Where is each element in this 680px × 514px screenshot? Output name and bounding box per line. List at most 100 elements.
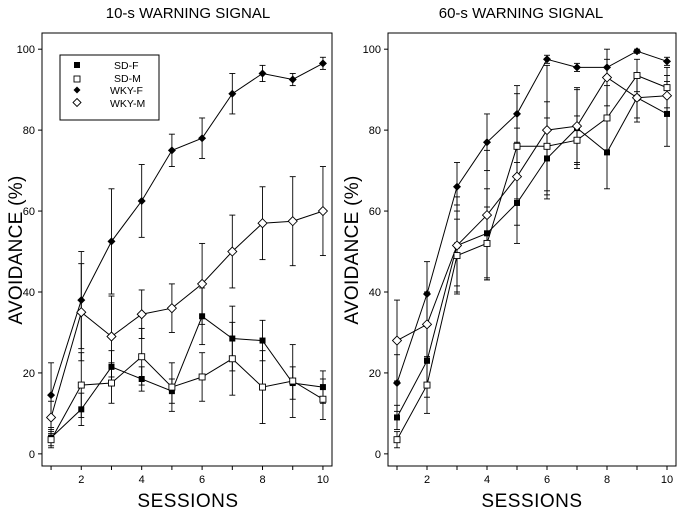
data-point-wky-f — [228, 89, 237, 98]
series-line-sd-m — [50, 356, 324, 440]
data-point-sd-f — [229, 335, 236, 342]
data-point-wky-m — [601, 72, 613, 83]
y-tick-label: 20 — [23, 368, 35, 380]
axis-ticks: 0 20 40 60 80 100 2 4 6 8 10 — [363, 44, 673, 486]
data-point-sd-f — [199, 313, 206, 320]
legend-label-sd-f: SD-F — [114, 60, 139, 72]
series-line-wky-f — [396, 50, 668, 384]
data-point-wky-f — [47, 391, 56, 400]
data-point-sd-m — [603, 114, 611, 122]
data-point-wky-f — [137, 196, 146, 205]
data-point-wky-f — [318, 59, 327, 68]
data-point-sd-m — [138, 353, 146, 361]
data-point-sd-f — [604, 149, 610, 156]
series-lines — [50, 62, 324, 440]
data-point-sd-m — [483, 239, 491, 247]
data-point-sd-m — [633, 72, 641, 79]
data-point-sd-f — [259, 337, 266, 344]
panel-10s: 10-s WARNING SIGNAL AVOIDANCE (%) SESSIO… — [6, 5, 333, 512]
data-point-wky-m — [257, 218, 268, 229]
data-point-wky-f — [513, 109, 521, 118]
x-tick-label: 4 — [139, 474, 145, 486]
y-tick-label: 20 — [369, 368, 381, 380]
data-point-sd-m — [663, 84, 671, 92]
data-point-sd-f — [78, 406, 85, 413]
data-point-sd-f — [484, 230, 490, 237]
data-point-wky-m — [571, 120, 583, 132]
data-point-wky-m — [511, 171, 523, 182]
data-point-sd-f — [138, 375, 145, 382]
x-tick-label: 8 — [604, 474, 610, 486]
x-tick-label: 10 — [317, 474, 329, 486]
data-point-sd-m — [453, 252, 461, 260]
x-axis-label: SESSIONS — [137, 491, 238, 512]
y-tick-label: 100 — [17, 44, 35, 56]
data-point-wky-m — [481, 209, 493, 221]
axis-ticks: 0 20 40 60 80 100 2 4 6 8 10 — [17, 44, 329, 486]
data-point-wky-f — [663, 57, 671, 66]
y-axis-label: AVOIDANCE (%) — [6, 175, 27, 324]
x-tick-label: 2 — [78, 474, 84, 486]
data-point-sd-f — [664, 110, 670, 117]
data-point-sd-m — [228, 355, 236, 363]
data-point-sd-f — [424, 357, 430, 364]
data-points — [45, 59, 329, 444]
legend-marker-wky-m — [72, 97, 82, 108]
series-line-sd-f — [396, 97, 668, 418]
legend-marker-sd-f — [74, 62, 80, 68]
data-point-wky-f — [573, 63, 581, 72]
data-point-wky-m — [287, 216, 298, 227]
data-point-sd-f — [544, 155, 550, 162]
data-point-sd-m — [513, 142, 521, 150]
data-point-wky-f — [393, 379, 401, 388]
data-point-sd-m — [259, 383, 266, 391]
data-point-wky-f — [198, 134, 207, 143]
data-point-sd-m — [289, 377, 297, 385]
data-point-sd-f — [168, 388, 175, 395]
data-points — [391, 47, 673, 444]
data-point-wky-f — [483, 138, 491, 147]
data-point-sd-m — [198, 373, 206, 381]
data-point-wky-f — [633, 47, 641, 56]
data-point-wky-f — [603, 63, 611, 72]
series-line-sd-f — [50, 315, 323, 439]
plot-frame — [387, 32, 677, 467]
series-line-sd-m — [396, 74, 668, 440]
series-line-wky-f — [50, 62, 324, 396]
series-line-wky-m — [396, 76, 668, 342]
data-point-wky-m — [317, 205, 329, 217]
y-axis-label: AVOIDANCE (%) — [342, 175, 363, 324]
data-point-wky-f — [543, 55, 551, 64]
y-tick-label: 0 — [375, 449, 381, 461]
data-point-wky-m — [631, 92, 643, 103]
data-point-sd-m — [423, 381, 431, 389]
data-point-wky-m — [451, 240, 463, 251]
data-point-sd-m — [77, 381, 85, 389]
data-point-wky-m — [391, 335, 403, 346]
data-point-wky-m — [421, 319, 433, 330]
data-point-wky-m — [541, 124, 553, 136]
data-point-wky-f — [258, 69, 267, 78]
y-tick-label: 0 — [29, 449, 35, 461]
data-point-wky-m — [45, 412, 57, 423]
data-point-wky-m — [166, 303, 178, 314]
x-tick-label: 6 — [544, 474, 550, 486]
data-point-sd-m — [573, 136, 581, 144]
legend: SD-F SD-M WKY-F WKY-M — [59, 54, 160, 121]
data-point-sd-m — [108, 379, 115, 387]
data-point-sd-m — [319, 395, 327, 403]
y-tick-label: 40 — [369, 287, 381, 299]
data-point-wky-f — [423, 290, 431, 299]
y-tick-label: 100 — [363, 44, 381, 56]
data-point-sd-m — [168, 383, 176, 391]
x-tick-label: 10 — [661, 474, 673, 486]
y-tick-label: 80 — [369, 125, 381, 137]
data-point-sd-m — [47, 436, 55, 444]
data-point-wky-m — [76, 307, 87, 318]
data-point-sd-f — [319, 384, 326, 391]
y-tick-label: 80 — [23, 125, 35, 137]
data-point-wky-f — [107, 237, 116, 246]
legend-marker-sd-m — [73, 75, 81, 83]
data-point-wky-m — [196, 278, 208, 290]
